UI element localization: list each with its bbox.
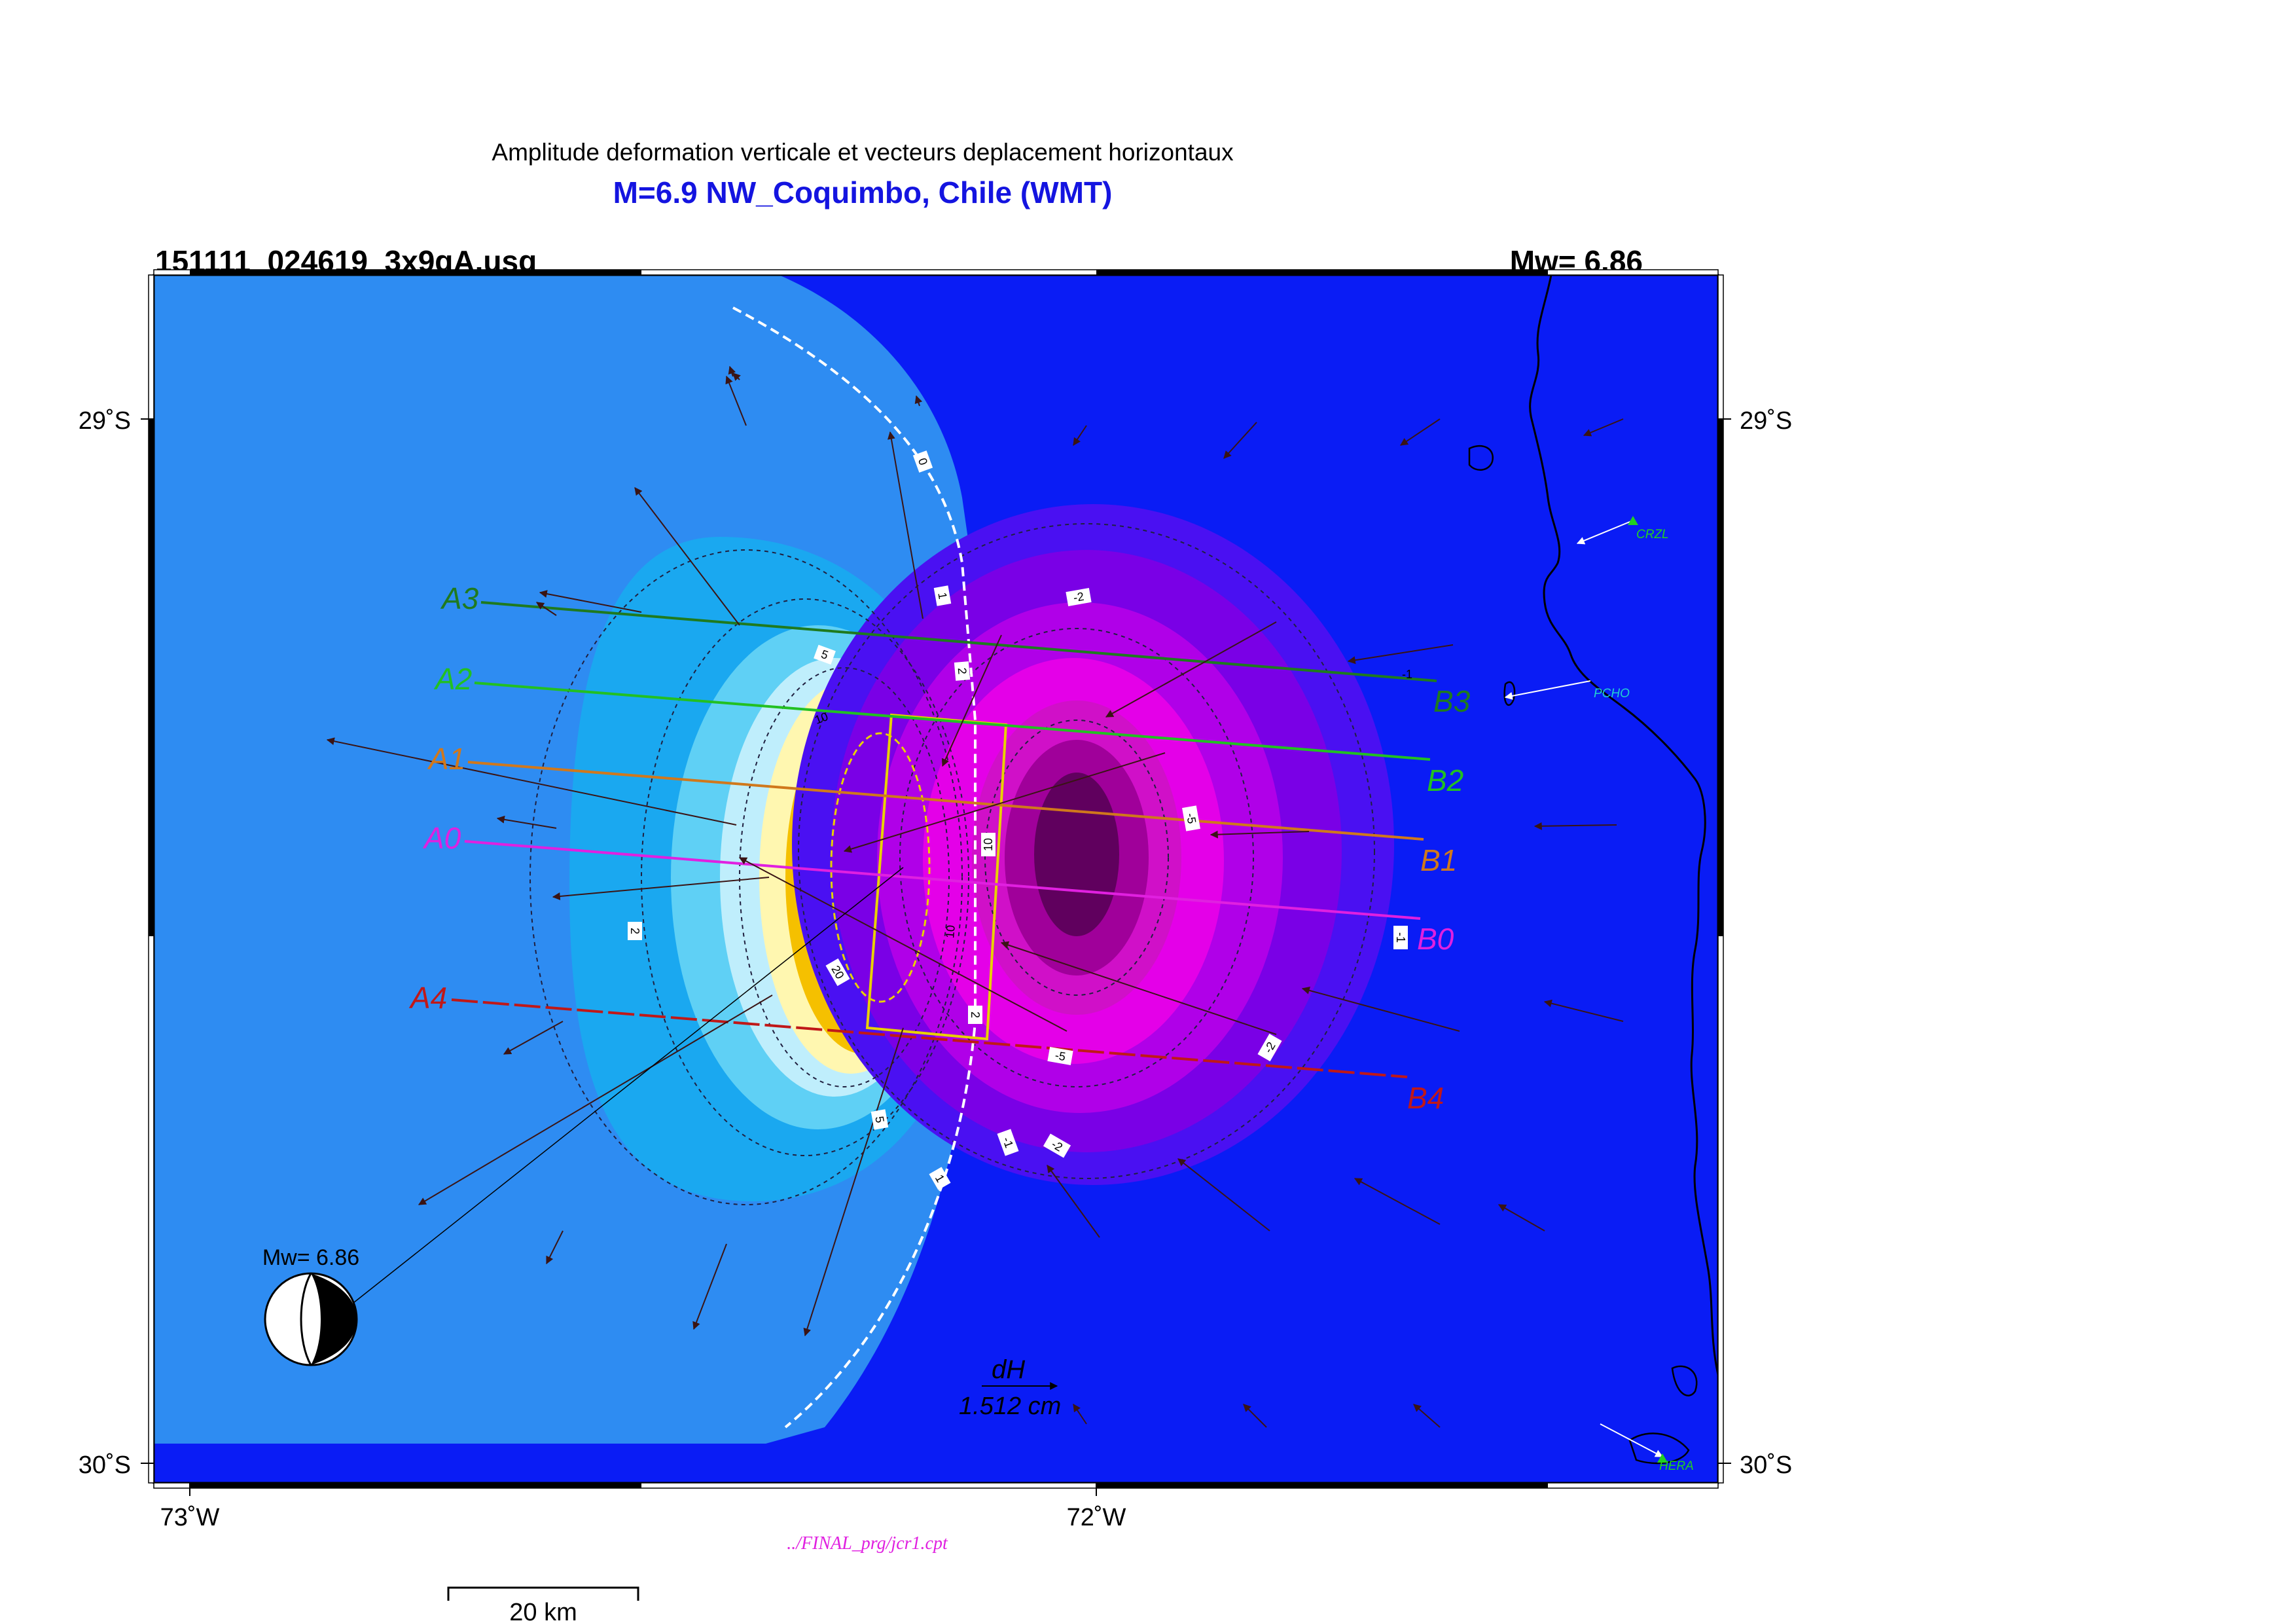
station-crzl: CRZL: [1576, 516, 1669, 545]
map-title: Amplitude deformation verticale et vecte…: [492, 139, 1234, 166]
profile-line-a0-b0: [464, 840, 1421, 920]
subsidence-core: [1034, 773, 1119, 936]
contour-label: -1: [1394, 932, 1407, 943]
profile-line-a4-b4: [451, 998, 1408, 1078]
lon-label-mid: 72˚W: [1067, 1504, 1126, 1531]
map-frame: [141, 269, 1731, 1496]
profile-start-a1: A1: [427, 742, 465, 776]
focal-mechanism-beachball: [264, 1272, 358, 1366]
lat-label-top-right: 29˚S: [1740, 407, 1792, 435]
lat-label-top-left: 29˚S: [79, 407, 131, 435]
station-label-crzl: CRZL: [1636, 528, 1669, 541]
profile-end-b4: B4: [1407, 1081, 1444, 1115]
station-pcho: PCHO: [1504, 680, 1630, 701]
profile-end-b0: B0: [1417, 922, 1454, 956]
contour-label: -1: [1402, 668, 1412, 681]
yellow-contour: [830, 732, 931, 1003]
profile-start-a0: A0: [422, 821, 461, 855]
island-shape: [1628, 1432, 1690, 1465]
map-area: 0 1 2 5 10 10 20 -2 -1 -5 10 -1 -2 -5 2 …: [154, 275, 1718, 1483]
contour-label-group: 0 1 2 5 10 10 20 -2 -1 -5 10 -1 -2 -5 2 …: [628, 450, 1412, 1190]
contour-label: 10: [943, 924, 958, 939]
distance-scale-bar: 20 km: [447, 1586, 639, 1623]
contour-label: 1: [935, 591, 949, 600]
contour-label: 2: [956, 667, 969, 675]
vector-scale-label: dH: [992, 1355, 1025, 1384]
profile-line-a3-b3: [480, 601, 1437, 682]
profile-start-a2: A2: [433, 662, 472, 696]
station-hera: HERA: [1600, 1423, 1694, 1473]
station-label-hera: HERA: [1659, 1459, 1694, 1473]
vector-scale: dH 1.512 cm: [959, 1355, 1061, 1420]
profile-end-b1: B1: [1420, 843, 1457, 877]
contour-label: 2: [628, 928, 641, 934]
fault-trace: [866, 714, 893, 1029]
lat-label-bottom-right: 30˚S: [1740, 1451, 1792, 1479]
contour-label: -2: [1072, 590, 1085, 604]
displacement-vectors: [326, 365, 1624, 1428]
contour-label: -5: [1184, 812, 1198, 824]
station-label-pcho: PCHO: [1594, 687, 1630, 701]
cpt-file-label: ../FINAL_prg/jcr1.cpt: [787, 1533, 948, 1554]
lon-label-left: 73˚W: [160, 1504, 220, 1531]
contour-lines: [529, 523, 1375, 1205]
contour-label: -1: [1000, 1135, 1016, 1150]
island-shape: [1468, 445, 1494, 471]
profile-start-a4: A4: [408, 981, 447, 1015]
profile-lines: [451, 601, 1437, 1078]
lat-label-bottom-left: 30˚S: [79, 1451, 131, 1479]
profile-end-b3: B3: [1433, 684, 1471, 718]
profile-start-a3: A3: [440, 581, 479, 615]
contour-label: 5: [872, 1115, 886, 1123]
profile-end-b2: B2: [1427, 763, 1463, 797]
scale-bar-label: 20 km: [509, 1599, 577, 1623]
contour-label: 2: [969, 1012, 982, 1018]
event-title: M=6.9 NW_Coquimbo, Chile (WMT): [613, 175, 1113, 210]
coastline: [1529, 275, 1718, 1483]
contour-label: 10: [982, 838, 995, 851]
island-shape: [1671, 1365, 1698, 1396]
profile-line-a1-b1: [467, 761, 1424, 841]
beachball-leader: [353, 867, 904, 1304]
profile-line-a2-b2: [474, 682, 1431, 761]
beachball-magnitude: Mw= 6.86: [262, 1245, 359, 1270]
contour-label: -5: [1054, 1049, 1066, 1063]
vector-scale-value: 1.512 cm: [959, 1393, 1061, 1420]
